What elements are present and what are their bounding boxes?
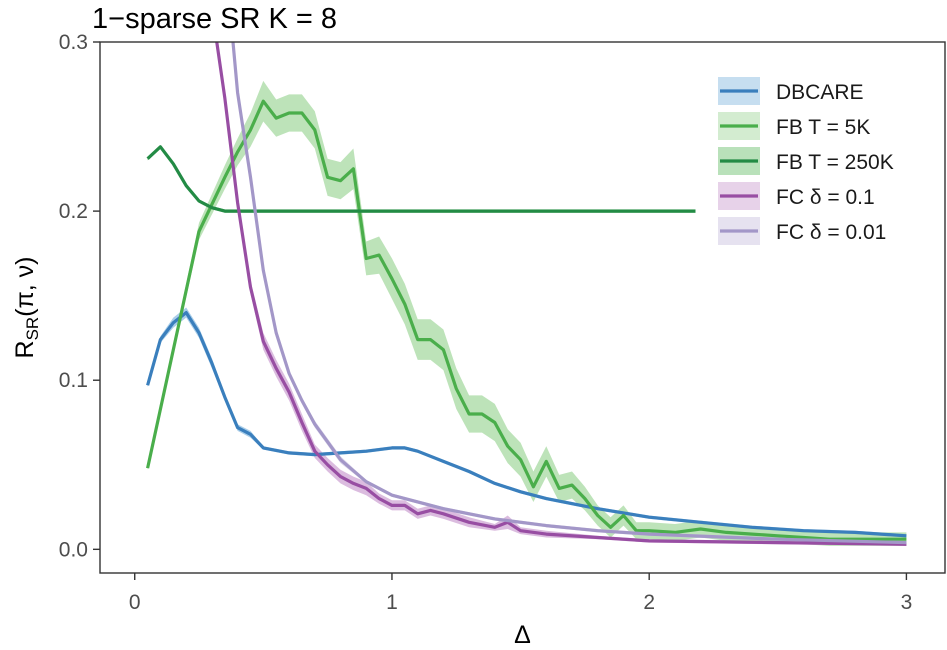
legend-label: FB T = 250K (776, 151, 894, 174)
plot-area (146, 42, 907, 546)
line-fc-0-1 (215, 42, 907, 546)
y-axis: 0.0 0.1 0.2 0.3 (59, 31, 100, 561)
line-fb-t-5k (146, 99, 907, 541)
x-axis-label: Δ (514, 621, 531, 649)
band-fb-t-5k (147, 80, 907, 546)
legend-item-fc-0-1: FC δ = 0.1 (718, 182, 875, 210)
svg-text:RSR(π, ν): RSR(π, ν) (11, 257, 42, 359)
band-dbcare (147, 307, 907, 538)
confidence-bands (147, 42, 907, 546)
legend-item-fc-0-01: FC δ = 0.01 (718, 217, 886, 245)
line-fc-0-01 (231, 42, 907, 545)
x-tick-label: 1 (386, 591, 398, 614)
legend-item-dbcare: DBCARE (718, 77, 864, 105)
legend-label: FC δ = 0.01 (776, 221, 886, 244)
legend-item-fb-t-5k: FB T = 5K (718, 112, 870, 140)
y-tick-label: 0.0 (59, 538, 88, 561)
legend-item-fb-t-250k: FB T = 250K (718, 147, 894, 175)
line-dbcare (146, 311, 907, 538)
y-tick-label: 0.2 (59, 200, 88, 223)
y-tick-label: 0.1 (59, 369, 88, 392)
x-axis: 0 1 2 3 (129, 573, 912, 614)
legend: DBCARE FB T = 5K FB T = 250K FC δ = 0.1 FC δ… (718, 77, 894, 245)
x-tick-label: 0 (129, 591, 141, 614)
x-tick-label: 3 (901, 591, 913, 614)
panel-border (99, 41, 946, 574)
y-label-subscript: SR (23, 317, 42, 341)
y-label-main: R (11, 340, 39, 358)
y-label-args: (π, ν) (11, 257, 39, 317)
x-tick-label: 2 (643, 591, 655, 614)
legend-label: FC δ = 0.1 (776, 186, 875, 209)
y-axis-label: RSR(π, ν) (11, 257, 42, 359)
chart-title: 1−sparse SR K = 8 (92, 3, 337, 35)
series-lines (146, 42, 907, 546)
legend-label: FB T = 5K (776, 116, 870, 139)
legend-label: DBCARE (776, 81, 864, 104)
y-tick-label: 0.3 (59, 31, 88, 54)
